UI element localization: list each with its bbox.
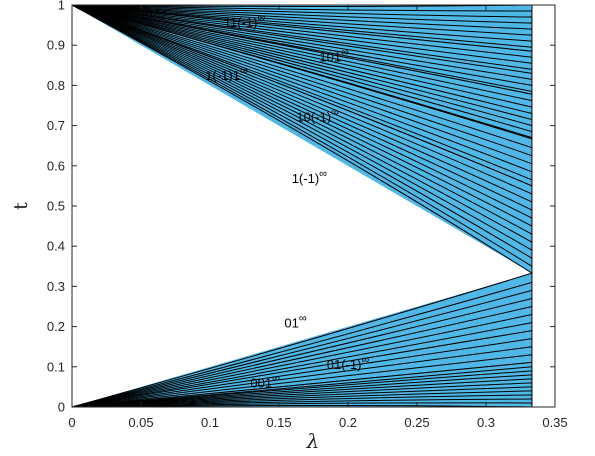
x-tick-label: 0.2 <box>339 415 357 430</box>
curve-line <box>71 4 533 181</box>
annotation-label: 01∞ <box>284 312 306 330</box>
curve-line <box>71 4 533 251</box>
x-tick-label: 0.05 <box>128 415 153 430</box>
y-tick-label: 0.4 <box>47 239 65 254</box>
curve-line <box>71 289 533 408</box>
curve-line <box>71 4 533 274</box>
curve-line <box>71 374 532 408</box>
curve-line <box>71 4 533 227</box>
curve-line <box>71 4 533 102</box>
curve-line <box>71 281 533 408</box>
x-tick-label: 0.1 <box>201 415 219 430</box>
curve-line <box>71 4 532 36</box>
curve-line <box>71 4 533 195</box>
family-6 <box>71 361 533 408</box>
y-tick-label: 0.9 <box>47 38 65 53</box>
family-4 <box>71 4 533 274</box>
curve-line <box>71 272 533 408</box>
y-tick-label: 0.6 <box>47 158 65 173</box>
curve-line <box>71 4 533 121</box>
y-tick-label: 0.8 <box>47 78 65 93</box>
curve-line <box>71 4 533 80</box>
y-tick-label: 0.7 <box>47 118 65 133</box>
curve-line <box>71 4 532 7</box>
y-axis-label: t <box>10 202 32 210</box>
curve-line <box>71 4 533 133</box>
curve-line <box>71 338 533 408</box>
curve-line <box>71 390 532 408</box>
annotation-label: 1(-1)1∞ <box>205 65 248 83</box>
curve-line <box>71 4 533 115</box>
y-tick-label: 1 <box>58 0 65 13</box>
annotations: 11(-1)∞ 101∞ 1(-1)1∞ 10(-1)∞ 1(-1)∞ 01∞ 01(-1)… <box>205 12 369 391</box>
curve-line <box>71 4 532 12</box>
curve-line <box>71 4 533 149</box>
curve-line <box>71 4 533 235</box>
x-tick-label: 0 <box>68 415 75 430</box>
annotation-label: 01(-1)∞ <box>327 354 370 372</box>
x-tick-label: 0.35 <box>542 415 567 430</box>
curve-line <box>71 4 533 259</box>
curve-line <box>71 4 532 42</box>
curve-line <box>71 4 533 58</box>
curve-line <box>71 4 533 203</box>
curve-line <box>71 361 533 408</box>
curve-line <box>71 4 533 52</box>
x-axis-ticks: 0 0.05 0.1 0.15 0.2 0.25 0.3 0.35 <box>68 5 568 430</box>
curve-line <box>71 346 533 408</box>
curve-line <box>71 382 532 408</box>
curve-line <box>71 394 532 408</box>
curve-line <box>71 370 532 408</box>
annotation-label: 1(-1)∞ <box>292 168 327 186</box>
curve-line <box>71 4 533 95</box>
curve-line <box>71 314 533 408</box>
annotation-label: 11(-1)∞ <box>224 12 266 30</box>
curve-line <box>71 322 533 408</box>
curve-line <box>71 4 532 18</box>
family-fill <box>72 273 532 407</box>
curve-line <box>71 297 533 408</box>
curve-line <box>71 354 533 408</box>
curve-line <box>71 4 533 173</box>
curve-line <box>71 398 532 408</box>
x-tick-label: 0.3 <box>477 415 495 430</box>
curve-line <box>71 4 533 127</box>
y-tick-label: 0.1 <box>47 359 65 374</box>
curve-line <box>71 4 532 30</box>
curve-line <box>71 366 532 408</box>
x-tick-label: 0.25 <box>404 415 429 430</box>
curve-line <box>71 4 533 70</box>
curve-families <box>71 4 533 408</box>
curve-line <box>71 4 533 267</box>
curve-line <box>71 330 533 408</box>
curve-line <box>71 4 533 243</box>
curve-line <box>71 378 532 408</box>
y-axis-ticks: 0 0.1 0.2 0.3 0.4 0.5 0.6 0.7 0.8 0.9 1 <box>47 0 555 415</box>
curve-line <box>71 386 532 408</box>
annotation-label: 10(-1)∞ <box>296 107 339 125</box>
y-tick-label: 0.2 <box>47 319 65 334</box>
family-fill <box>72 5 532 274</box>
curve-line <box>71 4 533 157</box>
annotation-label: 001∞ <box>250 373 280 391</box>
curve-line <box>71 4 533 165</box>
curve-line <box>71 4 533 211</box>
curve-line <box>71 4 532 24</box>
x-tick-label: 0.15 <box>266 415 291 430</box>
y-tick-label: 0.3 <box>47 279 65 294</box>
y-tick-label: 0 <box>58 400 65 415</box>
curve-line <box>71 4 533 64</box>
curve-line <box>71 4 533 140</box>
curve-line <box>71 4 533 219</box>
curve-line <box>71 4 533 187</box>
curve-line <box>71 4 533 74</box>
annotation-label: 101∞ <box>319 46 349 64</box>
curve-line <box>71 402 532 408</box>
curve-line <box>71 4 533 108</box>
curve-line <box>71 306 533 408</box>
y-tick-label: 0.5 <box>47 199 65 214</box>
x-axis-label: λ <box>306 429 320 453</box>
curve-line <box>71 405 532 408</box>
